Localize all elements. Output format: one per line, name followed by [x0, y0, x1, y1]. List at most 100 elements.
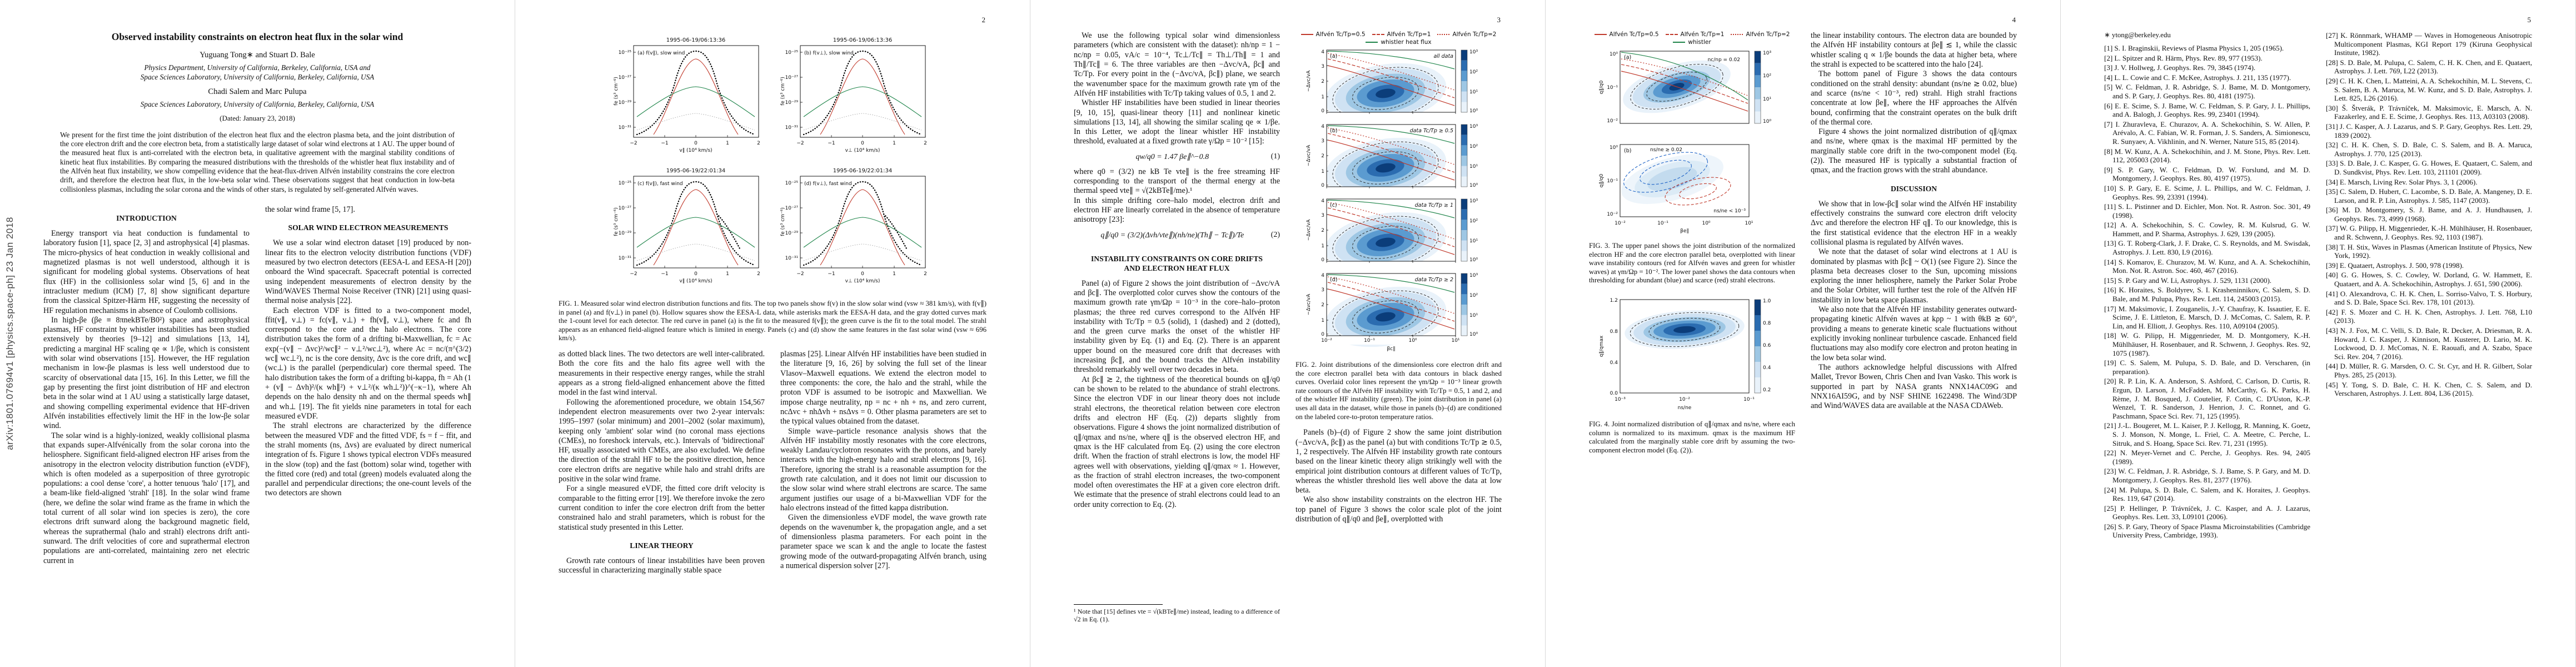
reference-entry: [39] E. Quataert, Astrophys. J. 500, 978…	[2326, 261, 2464, 270]
data-contour	[1648, 318, 1720, 341]
legend-label: Alfvén Tc/Tp=2	[1452, 31, 1497, 38]
page-2-left-column: as dotted black lines. The two detectors…	[559, 350, 765, 576]
paragraph: Following the aforementioned procedure, …	[559, 397, 765, 484]
reference-entry: [2] L. Spitzer and R. Härm, Phys. Rev. 8…	[2104, 53, 2263, 62]
reference-entry: [8] M. W. Kunz, A. A. Schekochihin, and …	[2104, 147, 2310, 165]
panel-note: data Tc/Tp ≳ 0.5	[1409, 128, 1453, 134]
reference-entry: [35] C. Salem, D. Hubert, C. Lacombe, S.…	[2326, 187, 2532, 205]
y-axis-label: fe (s³ cm⁻⁶)	[780, 77, 786, 106]
continuation-paragraph: as dotted black lines. The two detectors…	[559, 350, 765, 397]
colorbar: 1.0 0.8 0.6 0.4 0.2	[1754, 298, 1771, 394]
figure-1-canvas: 10⁻²⁵ 10⁻²⁷ 10⁻²⁹ 10⁻³¹ −2 −1 0 1 2	[559, 31, 986, 295]
page-1-right-column: the solar wind frame [5, 17]. SOLAR WIND…	[265, 205, 471, 566]
legend-label: whistler heat flux	[1381, 39, 1432, 46]
page-2-right-column: plasmas [25]. Linear Alfvén HF instabili…	[780, 350, 986, 576]
data-contour	[1630, 64, 1723, 109]
legend-item: Alfvén Tc/Tp=0.5	[1301, 31, 1366, 38]
tick-label: 10⁰	[1609, 52, 1617, 57]
footnote-rule	[1074, 604, 1163, 605]
figure-2-legend: Alfvén Tc/Tp=0.5 Alfvén Tc/Tp=1 Alfvén T…	[1296, 31, 1502, 46]
panel-note: data Tc/Tp ≳ 2	[1414, 277, 1453, 283]
reference-entry: [38] T. H. Stix, Waves in Plasmas (Ameri…	[2326, 242, 2532, 260]
paragraph: where q0 = (3/2) ne kB Te vte∥ is the fr…	[1074, 167, 1280, 196]
reference-entry: [42] F. S. Mozer and C. H. K. Chen, Astr…	[2326, 307, 2532, 325]
panel-note: data Tc/Tp ≳ 1	[1414, 202, 1453, 208]
data-contour	[1630, 312, 1739, 347]
reference-entry: [14] S. Komarov, E. Churazov, M. W. Kunz…	[2104, 257, 2310, 275]
reference-entry: [45] Y. Tong, S. D. Bale, C. H. K. Chen,…	[2326, 380, 2532, 398]
page-2-columns: as dotted black lines. The two detectors…	[559, 350, 986, 576]
tick-label: 10⁻³	[1615, 397, 1626, 402]
equation-1-body: qw/q0 = 1.47 βe∥^−0.8	[1135, 152, 1209, 161]
fig1-panel-a: 1995-06-19/06:13:36 (a) f(v∥), slow wind…	[614, 37, 761, 153]
panel-title: 1995-06-19/22:01:34	[833, 168, 892, 174]
reference-entry: [30] Š. Štverák, P. Trávníček, M. Maksim…	[2326, 103, 2532, 121]
figure-3: Alfvén Tc/Tp=0.5 Alfvén Tc/Tp=1 Alfvén T…	[1589, 31, 1795, 285]
page-3-left-paragraphs-2: where q0 = (3/2) ne kB Te vte∥ is the fr…	[1074, 167, 1280, 225]
reference-entry: [29] C. H. K. Chen, L. Matteini, A. A. S…	[2326, 76, 2532, 103]
colorbar-tick: 0.4	[1763, 365, 1771, 371]
colorbar-tick: 1.0	[1763, 298, 1771, 304]
legend-item: Alfvén Tc/Tp=1	[1372, 31, 1431, 38]
panel-label: (c) f(v∥), fast wind	[637, 181, 683, 187]
page-1-left-column: INTRODUCTION Energy transport via heat c…	[43, 205, 250, 566]
paragraph: For a single measured eVDF, the fitted c…	[559, 484, 765, 532]
page-3-left-paragraphs-1: We use the following typical solar wind …	[1074, 31, 1280, 147]
legend-item: whistler heat flux	[1366, 39, 1432, 46]
page-2-left-paragraphs: Following the aforementioned procedure, …	[559, 398, 765, 532]
page-3-left-column: We use the following typical solar wind …	[1074, 31, 1280, 624]
tick-label: 0.0	[1610, 391, 1618, 396]
page-5-columns: ∗ ytong@berkeley.edu [1] S. I. Braginski…	[2104, 31, 2532, 541]
tick-label: 0.8	[1610, 329, 1618, 335]
equation-2-number: (2)	[1270, 231, 1280, 240]
page-number: 4	[2012, 16, 2016, 24]
x-axis-label: v⊥ (10⁴ km/s)	[845, 148, 880, 153]
alfven-threshold-0.5	[1621, 71, 1748, 112]
figure-4: 1.2 0.8 0.4 0.0 q∥/qmax	[1589, 295, 1795, 455]
author-line-1: Yuguang Tong∗ and Stuart D. Bale	[200, 51, 315, 59]
y-axis-label: q∥/qmax	[1599, 335, 1605, 357]
page-3-columns: We use the following typical solar wind …	[1074, 31, 1502, 624]
panel-tag: (c)	[1330, 202, 1337, 208]
arxiv-watermark: arXiv:1801.07694v1 [physics.space-ph] 23…	[4, 217, 15, 450]
tick-label: 10⁻²	[1615, 221, 1626, 226]
legend-item: Alfvén Tc/Tp=1	[1665, 31, 1724, 38]
panel-title: 1995-06-19/22:01:34	[666, 168, 725, 174]
tick-label: 1.2	[1610, 298, 1617, 303]
panel-tag: (d)	[1330, 277, 1337, 283]
reference-entry: [26] S. P. Gary, Theory of Space Plasma …	[2104, 522, 2310, 540]
figure-4-caption: FIG. 4. Joint normalized distribution of…	[1589, 420, 1795, 454]
footnote-text: ¹ Note that [15] defines vte = √(kBTe∥/m…	[1074, 607, 1280, 624]
paper-title: Observed instability constraints on elec…	[111, 31, 403, 42]
abstract: We present for the first time the joint …	[60, 130, 455, 193]
references-left-column: ∗ ytong@berkeley.edu [1] S. I. Braginski…	[2104, 31, 2310, 541]
reference-entry: [27] K. Rönnmark, WHAMP — Waves in Homog…	[2326, 31, 2532, 57]
paragraph: Panels (b)–(d) of Figure 2 show the same…	[1296, 428, 1502, 495]
reference-entry: [33] S. D. Bale, J. C. Kasper, G. G. How…	[2326, 159, 2532, 176]
tick-label: 10⁻¹	[1364, 338, 1375, 344]
reference-entry: [21] J.-L. Bougeret, M. L. Kaiser, P. J.…	[2104, 421, 2310, 447]
equation-2: q∥/q0 = (3/2)(Δvh/vte∥)(nh/ne)(Th∥ − Tc∥…	[1074, 231, 1280, 240]
reference-list-left: [1] S. I. Braginskii, Reviews of Plasma …	[2104, 44, 2310, 540]
figure-3-legend: Alfvén Tc/Tp=0.5 Alfvén Tc/Tp=1 Alfvén T…	[1589, 31, 1795, 46]
colorbar-tick: 10³	[1763, 51, 1771, 56]
fig1-panel-b: 1995-06-19/06:13:36 (b) f(v⊥), slow wind…	[780, 37, 928, 153]
email-footnote: ∗ ytong@berkeley.edu	[2104, 31, 2171, 39]
dated-line: (Dated: January 23, 2018)	[220, 113, 295, 122]
x-axis-label: βc∥	[1387, 346, 1395, 352]
paragraph: The bottom panel of Figure 3 shows the d…	[1811, 69, 2017, 127]
page-1: Observed instability constraints on elec…	[0, 0, 515, 667]
page-3-right-column: Alfvén Tc/Tp=0.5 Alfvén Tc/Tp=1 Alfvén T…	[1296, 31, 1502, 624]
page-3-left-paragraphs-3: Panel (a) of Figure 2 shows the joint di…	[1074, 279, 1280, 510]
equation-1: qw/q0 = 1.47 βe∥^−0.8 (1)	[1074, 152, 1280, 162]
tick-label: 10⁻¹	[1657, 221, 1668, 226]
reference-entry: [4] L. L. Cowie and C. F. McKee, Astroph…	[2104, 73, 2291, 82]
reference-entry: [28] S. D. Bale, M. Pulupa, C. Salem, C.…	[2326, 58, 2532, 76]
legend-label: Alfvén Tc/Tp=0.5	[1316, 31, 1366, 38]
reference-entry: [34] E. Marsch, Living Rev. Solar Phys. …	[2326, 177, 2478, 186]
page-number: 3	[1497, 16, 1501, 24]
paragraph: The authors acknowledge helpful discussi…	[1811, 362, 2017, 411]
x-axis-label: ns/ne	[1677, 405, 1691, 411]
legend-label: Alfvén Tc/Tp=2	[1746, 31, 1790, 38]
continuation-paragraph: the linear instability contours. The ele…	[1811, 31, 2017, 69]
